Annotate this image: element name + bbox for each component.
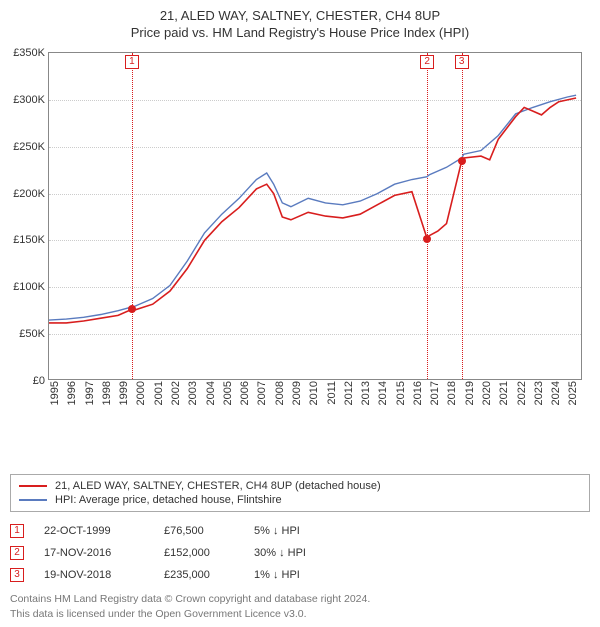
event-date: 17-NOV-2016 bbox=[44, 547, 144, 559]
x-axis-label: 1997 bbox=[84, 381, 96, 405]
y-axis-label: £100K bbox=[13, 281, 45, 293]
event-table: 1 22-OCT-1999 £76,500 5% ↓ HPI 2 17-NOV-2016 £… bbox=[10, 520, 590, 586]
legend-swatch bbox=[19, 499, 47, 501]
price-chart: £0 £50K £100K £150K £200K £250K £300K £350K 1995… bbox=[10, 46, 590, 426]
x-axis-label: 2016 bbox=[412, 381, 424, 405]
legend-item: 21, ALED WAY, SALTNEY, CHESTER, CH4 8UP … bbox=[19, 479, 581, 493]
event-id-box: 3 bbox=[10, 568, 24, 582]
x-axis-label: 2018 bbox=[446, 381, 458, 405]
legend-label: HPI: Average price, detached house, Flin… bbox=[55, 494, 282, 506]
y-axis-label: £50K bbox=[19, 328, 45, 340]
event-diff: 1% ↓ HPI bbox=[254, 569, 344, 581]
x-axis-label: 2006 bbox=[239, 381, 251, 405]
y-axis-label: £200K bbox=[13, 188, 45, 200]
x-axis-label: 2005 bbox=[222, 381, 234, 405]
x-axis-label: 2010 bbox=[308, 381, 320, 405]
event-id-box: 2 bbox=[10, 546, 24, 560]
event-price: £76,500 bbox=[164, 525, 234, 537]
series-price_paid bbox=[49, 98, 576, 323]
x-axis-label: 1998 bbox=[101, 381, 113, 405]
legend-label: 21, ALED WAY, SALTNEY, CHESTER, CH4 8UP … bbox=[55, 480, 381, 492]
plot-area: £0£50K£100K£150K£200K£250K£300K£350K1995… bbox=[48, 52, 582, 380]
x-axis-label: 2013 bbox=[360, 381, 372, 405]
sale-marker bbox=[128, 305, 136, 313]
x-axis-label: 2002 bbox=[170, 381, 182, 405]
y-axis-label: £150K bbox=[13, 234, 45, 246]
y-axis-label: £300K bbox=[13, 94, 45, 106]
x-axis-label: 2020 bbox=[481, 381, 493, 405]
x-axis-label: 2001 bbox=[153, 381, 165, 405]
x-axis-label: 2014 bbox=[377, 381, 389, 405]
y-axis-label: £0 bbox=[33, 375, 45, 387]
footer-line1: Contains HM Land Registry data © Crown c… bbox=[10, 592, 590, 607]
x-axis-label: 2011 bbox=[326, 381, 338, 405]
x-axis-label: 2019 bbox=[464, 381, 476, 405]
chart-title-line2: Price paid vs. HM Land Registry's House … bbox=[10, 25, 590, 40]
sale-marker bbox=[458, 157, 466, 165]
event-diff: 30% ↓ HPI bbox=[254, 547, 344, 559]
x-axis-label: 2009 bbox=[291, 381, 303, 405]
series-lines bbox=[49, 53, 583, 381]
event-diff: 5% ↓ HPI bbox=[254, 525, 344, 537]
x-axis-label: 1995 bbox=[49, 381, 61, 405]
event-price: £235,000 bbox=[164, 569, 234, 581]
event-row: 2 17-NOV-2016 £152,000 30% ↓ HPI bbox=[10, 542, 590, 564]
footer-line2: This data is licensed under the Open Gov… bbox=[10, 607, 590, 622]
legend: 21, ALED WAY, SALTNEY, CHESTER, CH4 8UP … bbox=[10, 474, 590, 512]
y-axis-label: £350K bbox=[13, 47, 45, 59]
y-axis-label: £250K bbox=[13, 141, 45, 153]
x-axis-label: 2003 bbox=[187, 381, 199, 405]
x-axis-label: 1996 bbox=[66, 381, 78, 405]
x-axis-label: 2017 bbox=[429, 381, 441, 405]
chart-title-line1: 21, ALED WAY, SALTNEY, CHESTER, CH4 8UP bbox=[10, 8, 590, 23]
event-row: 3 19-NOV-2018 £235,000 1% ↓ HPI bbox=[10, 564, 590, 586]
event-date: 22-OCT-1999 bbox=[44, 525, 144, 537]
x-axis-label: 2024 bbox=[550, 381, 562, 405]
x-axis-label: 2025 bbox=[567, 381, 579, 405]
x-axis-label: 2008 bbox=[274, 381, 286, 405]
x-axis-label: 2021 bbox=[498, 381, 510, 405]
event-row: 1 22-OCT-1999 £76,500 5% ↓ HPI bbox=[10, 520, 590, 542]
x-axis-label: 2007 bbox=[256, 381, 268, 405]
x-axis-label: 2023 bbox=[533, 381, 545, 405]
x-axis-label: 1999 bbox=[118, 381, 130, 405]
x-axis-label: 2015 bbox=[395, 381, 407, 405]
x-axis-label: 2004 bbox=[205, 381, 217, 405]
x-axis-label: 2022 bbox=[516, 381, 528, 405]
sale-marker bbox=[423, 235, 431, 243]
event-id-box: 1 bbox=[10, 524, 24, 538]
footer: Contains HM Land Registry data © Crown c… bbox=[10, 592, 590, 621]
event-price: £152,000 bbox=[164, 547, 234, 559]
series-hpi bbox=[49, 95, 576, 320]
x-axis-label: 2012 bbox=[343, 381, 355, 405]
x-axis-label: 2000 bbox=[135, 381, 147, 405]
event-date: 19-NOV-2018 bbox=[44, 569, 144, 581]
legend-swatch bbox=[19, 485, 47, 487]
legend-item: HPI: Average price, detached house, Flin… bbox=[19, 493, 581, 507]
